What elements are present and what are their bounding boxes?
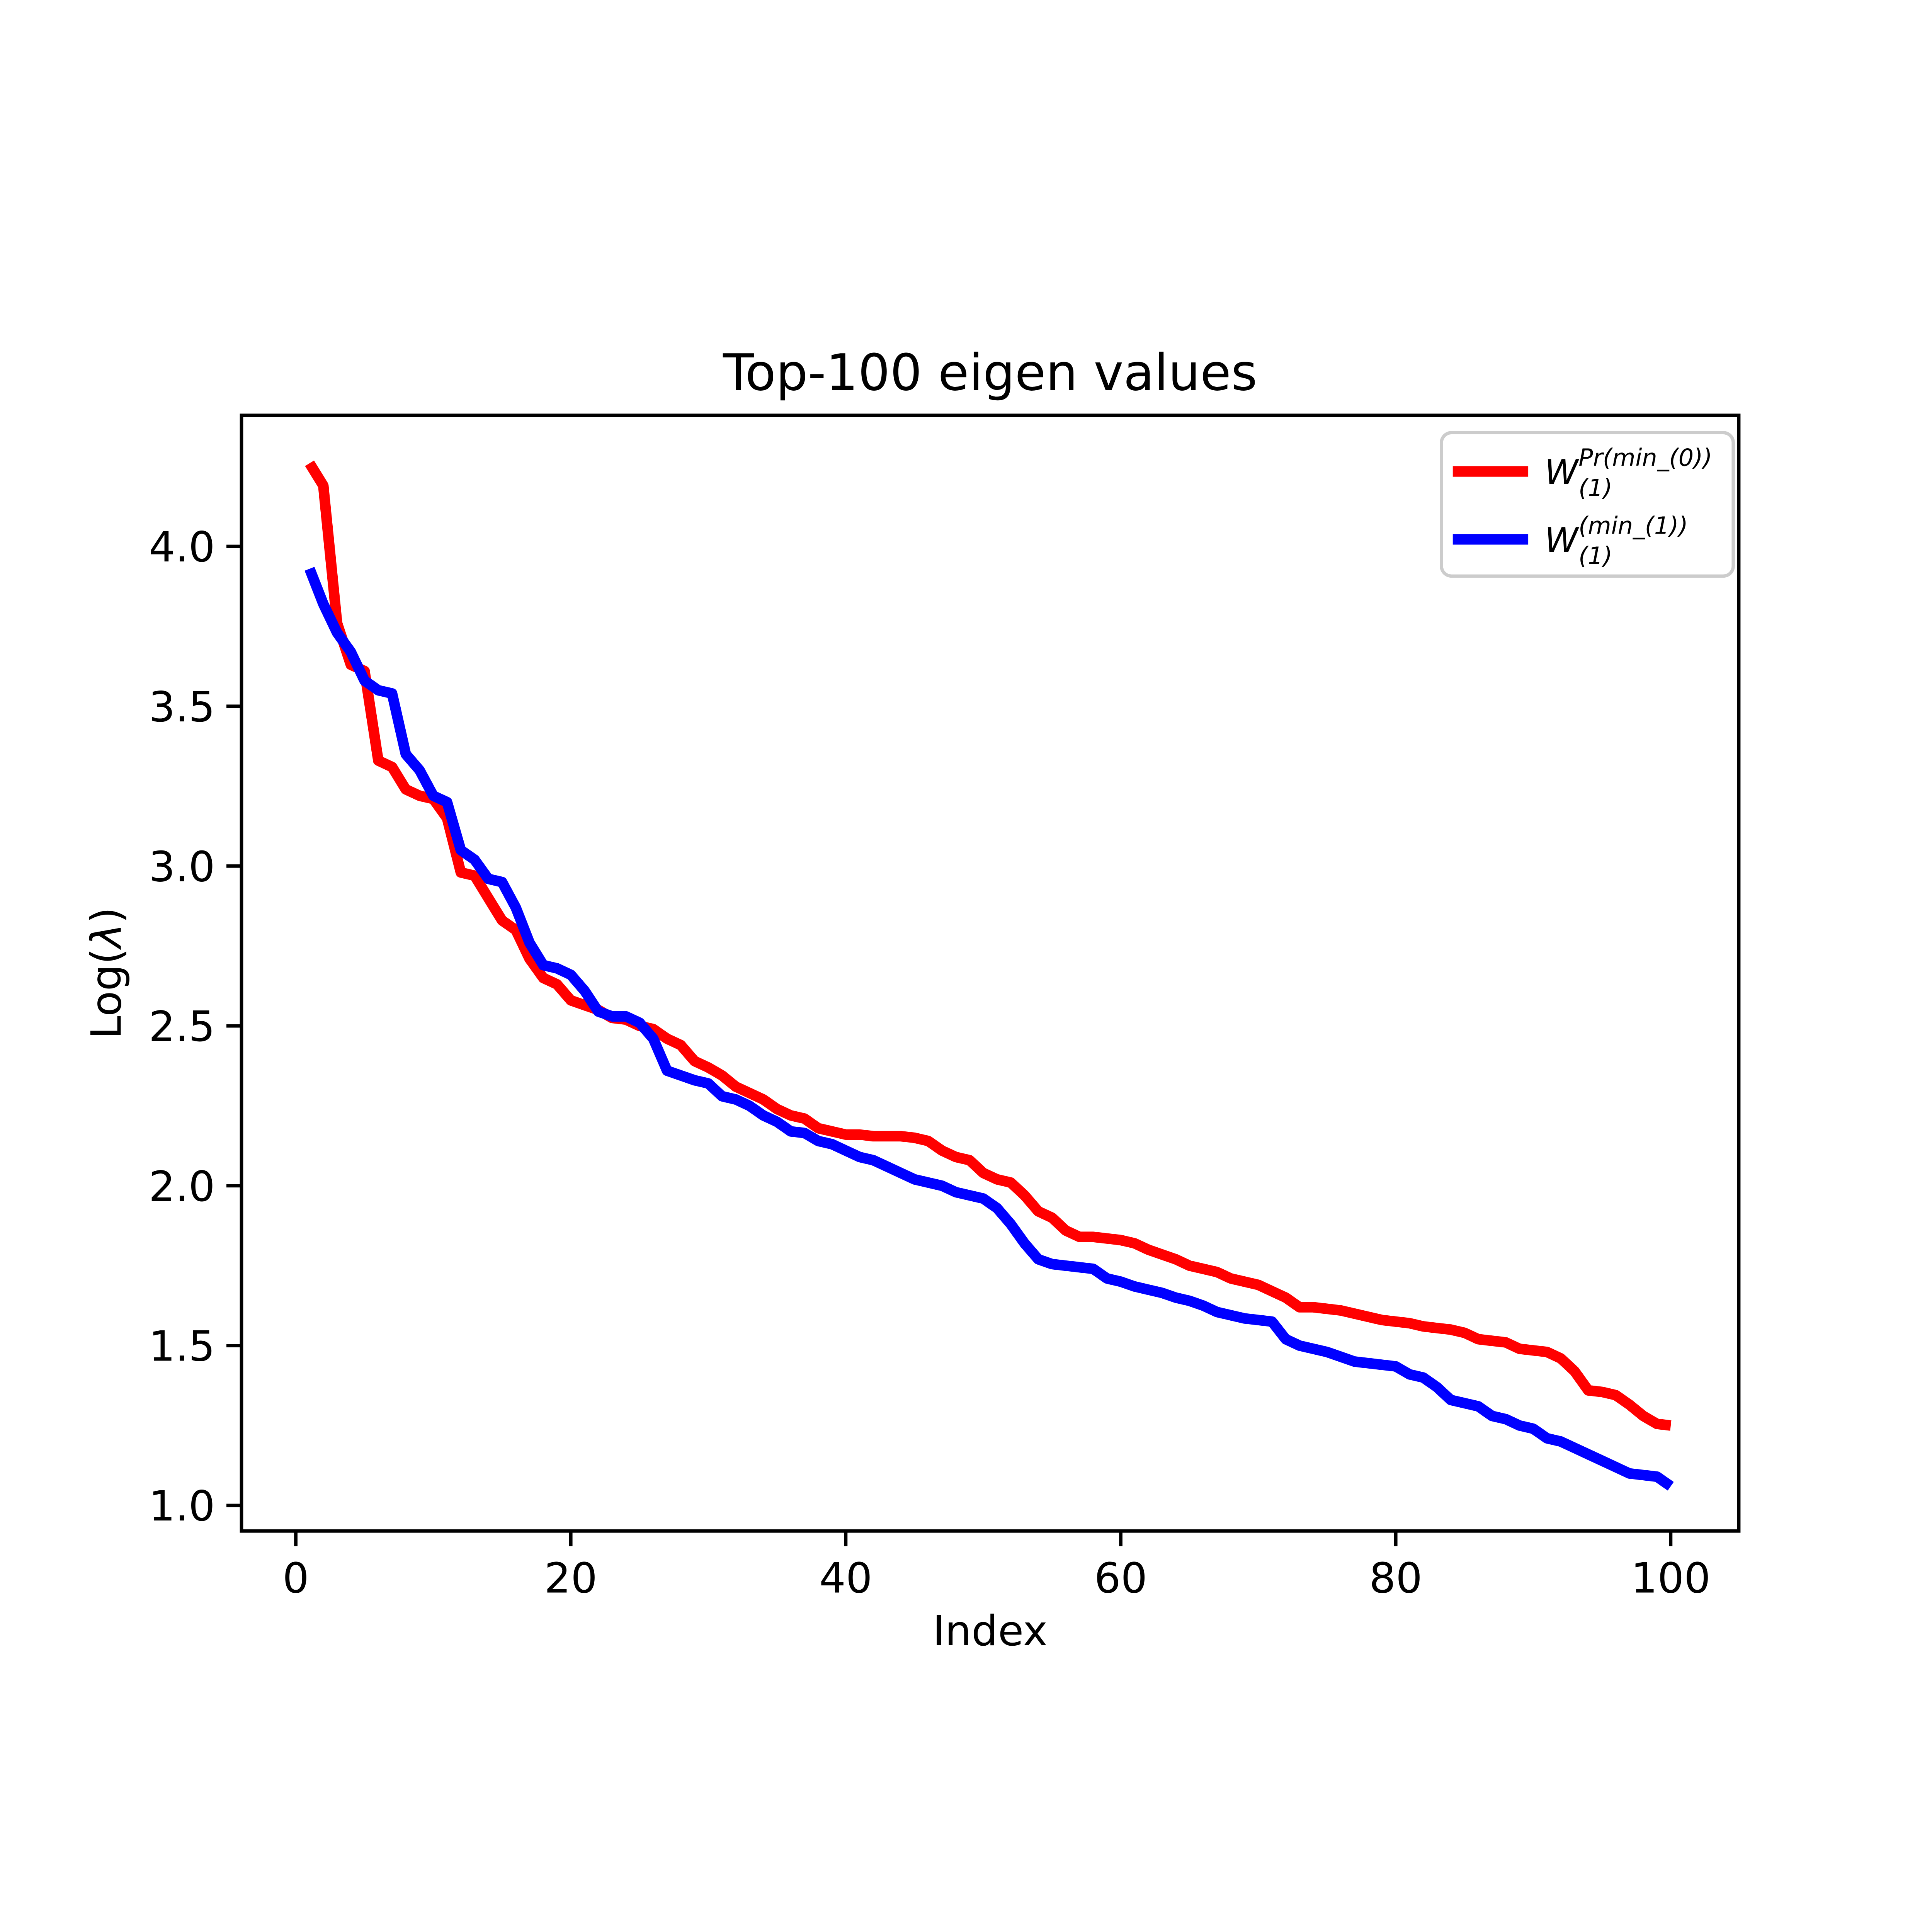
y-tick-label: 2.0 (149, 1163, 215, 1211)
legend-blue-label-base: W (1544, 520, 1579, 560)
series-lines (304, 460, 1674, 1491)
legend-red-label-sub: (1) (1578, 474, 1612, 502)
x-tick-label: 60 (1094, 1554, 1148, 1603)
chart-title: Top-100 eigen values (723, 343, 1257, 402)
legend-entry-red: W Pr(min_(0)) (1) (1452, 444, 1712, 502)
y-tick-label: 1.0 (149, 1482, 215, 1531)
legend-blue-label-sup: (min_(1)) (1578, 512, 1688, 540)
plot-border (240, 413, 1741, 1533)
x-ticks: 0 20 40 60 80 100 (282, 1531, 1711, 1603)
x-axis: 0 20 40 60 80 100 Index (282, 1531, 1711, 1655)
x-tick-label: 80 (1369, 1554, 1422, 1603)
y-tick-label: 1.5 (149, 1322, 215, 1371)
x-tick-label: 20 (544, 1554, 597, 1603)
y-tick-label: 3.5 (149, 683, 215, 731)
x-axis-label: Index (933, 1607, 1048, 1655)
y-tick-label: 2.5 (149, 1003, 215, 1051)
y-tick-label: 3.0 (149, 843, 215, 891)
x-tick-label: 40 (819, 1554, 872, 1603)
y-tick-label: 4.0 (149, 523, 215, 571)
x-tick-label: 100 (1631, 1554, 1711, 1603)
legend-entry-blue: W (min_(1)) (1) (1452, 512, 1688, 570)
series-blue-line (304, 567, 1674, 1491)
y-axis-label: Log(λ) (82, 907, 131, 1039)
y-ticks: 1.0 1.5 2.0 2.5 3.0 3.5 4.0 (149, 523, 242, 1531)
legend-red-label-base: W (1544, 452, 1579, 492)
y-axis: 1.0 1.5 2.0 2.5 3.0 3.5 4.0 Log(λ) (82, 523, 242, 1531)
legend-blue-label-sub: (1) (1578, 542, 1612, 570)
legend-red-label-sup: Pr(min_(0)) (1578, 444, 1712, 472)
legend: W Pr(min_(0)) (1) W (min_(1)) (1) (1440, 431, 1735, 578)
plot-area (240, 413, 1741, 1533)
series-red-line (305, 460, 1672, 1431)
x-tick-label: 0 (282, 1554, 309, 1603)
